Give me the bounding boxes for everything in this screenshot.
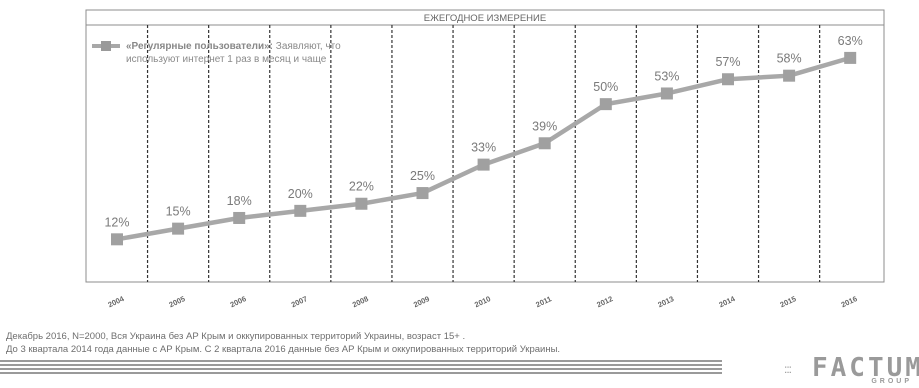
factum-group-logo: ::: FACTUM GROUP (784, 353, 919, 387)
data-label-2006: 18% (227, 194, 252, 208)
x-tick-2006: 2006 (229, 294, 248, 309)
legend: «Регулярные пользователи»: Заявляют, что… (92, 41, 341, 65)
x-tick-labels: 2004 2005 2006 2007 2008 2009 2010 2011 2012 2013… (106, 294, 858, 310)
data-point-2005 (172, 222, 185, 235)
data-point-2012 (599, 98, 612, 111)
legend-bold-label: «Регулярные пользователи»: (126, 41, 273, 52)
legend-marker-swatch (101, 41, 111, 51)
plot-frame (85, 9, 885, 283)
legend-text: «Регулярные пользователи»: Заявляют, что (126, 41, 341, 52)
x-tick-2004: 2004 (106, 294, 126, 310)
data-label-2015: 58% (777, 52, 802, 66)
data-label-2016: 63% (838, 34, 863, 48)
legend-label-line2: используют интернет 1 раз в месяц и чаще (126, 54, 327, 65)
data-label-2014: 57% (715, 55, 740, 69)
line-chart: ЕЖЕГОДНОЕ ИЗМЕРЕНИЕ «Регулярные пользова… (85, 9, 885, 310)
divider-rule-3 (0, 368, 722, 370)
data-label-2011: 39% (532, 119, 557, 133)
chart-header: ЕЖЕГОДНОЕ ИЗМЕРЕНИЕ (424, 13, 546, 24)
x-tick-2012: 2012 (595, 294, 614, 309)
divider-rule-1 (0, 360, 722, 362)
divider-rule-4 (0, 372, 722, 374)
series-group (111, 51, 857, 246)
x-tick-2007: 2007 (290, 294, 309, 309)
footnote-line-1: Декабрь 2016, N=2000, Вся Украина без АР… (6, 331, 466, 342)
logo-wordmark: FACTUM (812, 353, 919, 383)
x-tick-2013: 2013 (656, 294, 675, 309)
data-point-2004 (111, 233, 123, 246)
data-label-2008: 22% (349, 180, 374, 194)
data-label-2005: 15% (166, 205, 191, 219)
data-labels: 12% 15% 18% 20% 22% 25% 33% 39% 50% 53% 57% 58% 63% (104, 34, 862, 229)
data-label-2004: 12% (104, 215, 129, 229)
data-point-2010 (477, 158, 490, 171)
x-tick-2014: 2014 (717, 294, 737, 310)
data-label-2009: 25% (410, 169, 435, 183)
data-point-2009 (416, 187, 429, 200)
x-tick-2016: 2016 (840, 294, 859, 309)
x-tick-2015: 2015 (779, 294, 798, 309)
data-point-2015 (783, 69, 796, 82)
x-tick-2008: 2008 (351, 294, 370, 309)
x-tick-2009: 2009 (412, 294, 431, 309)
footnote-line-2: До 3 квартала 2014 года данные с АР Крым… (6, 344, 561, 355)
data-label-2010: 33% (471, 141, 496, 155)
x-tick-2005: 2005 (168, 294, 187, 309)
data-label-2007: 20% (288, 187, 313, 201)
data-point-2016 (844, 51, 857, 64)
legend-label-line1: Заявляют, что (273, 41, 341, 52)
data-label-2013: 53% (654, 69, 679, 83)
logo-dots: ::: (784, 362, 792, 376)
data-point-2011 (538, 137, 551, 150)
x-tick-2011: 2011 (534, 294, 553, 309)
data-point-2008 (355, 197, 368, 210)
data-point-2014 (722, 73, 734, 86)
divider-rule-2 (0, 364, 722, 366)
data-point-2007 (294, 204, 307, 217)
x-tick-2010: 2010 (473, 294, 492, 309)
data-point-2013 (660, 87, 673, 100)
logo-subtitle: GROUP (871, 378, 912, 385)
data-point-2006 (233, 211, 246, 224)
data-label-2012: 50% (593, 80, 618, 94)
